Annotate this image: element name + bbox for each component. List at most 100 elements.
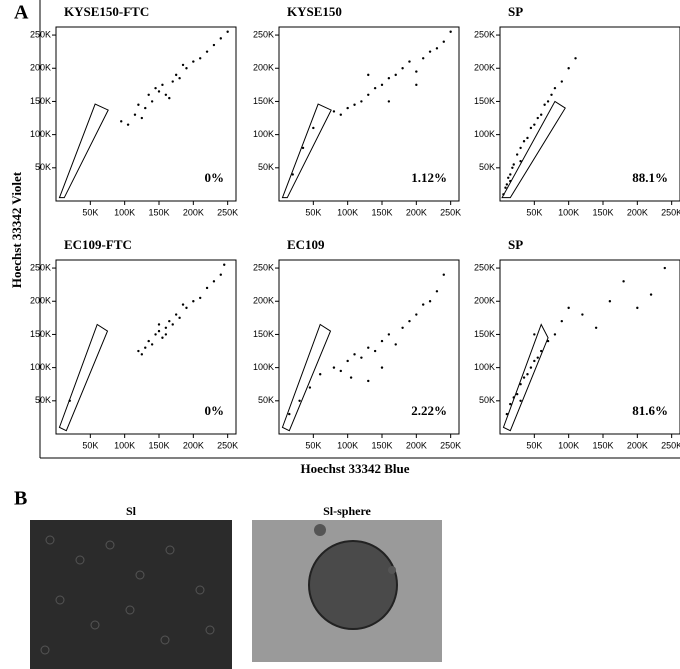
- point: [581, 313, 584, 316]
- point: [198, 296, 202, 300]
- chart-title: EC109-FTC: [64, 237, 132, 252]
- point: [649, 293, 653, 296]
- point: [505, 183, 509, 186]
- point: [360, 100, 363, 103]
- x-tick-label: 200K: [627, 440, 648, 450]
- point: [185, 67, 188, 70]
- point: [408, 319, 411, 323]
- x-tick-label: 50K: [82, 207, 98, 217]
- point: [608, 300, 612, 303]
- point: [349, 376, 353, 379]
- point: [164, 93, 168, 96]
- point: [140, 353, 144, 356]
- point: [219, 37, 222, 40]
- y-tick-label: 150K: [253, 96, 274, 106]
- annotation: 2.22%: [411, 403, 447, 418]
- point: [536, 116, 539, 120]
- y-tick-label: 150K: [474, 329, 495, 339]
- point: [428, 300, 432, 303]
- point: [168, 96, 171, 100]
- y-tick-label: 150K: [474, 96, 495, 106]
- point: [157, 323, 161, 326]
- point: [223, 263, 226, 266]
- point: [435, 290, 439, 293]
- point: [367, 73, 370, 77]
- plot-area: [499, 259, 680, 435]
- point: [529, 366, 533, 369]
- point: [553, 333, 557, 336]
- point: [164, 333, 168, 336]
- point: [567, 67, 570, 70]
- point: [318, 373, 322, 376]
- annotation: 88.1%: [632, 170, 668, 185]
- point: [560, 80, 563, 83]
- gate: [501, 100, 566, 199]
- chart-title: KYSE150-FTC: [64, 4, 149, 19]
- point: [394, 343, 397, 346]
- point: [150, 343, 154, 346]
- point: [178, 316, 181, 320]
- x-tick-label: 250K: [661, 440, 680, 450]
- x-tick-label: 50K: [305, 440, 321, 450]
- point: [505, 412, 509, 416]
- x-tick-label: 100K: [114, 440, 135, 450]
- point: [140, 116, 144, 120]
- point: [332, 366, 336, 369]
- point: [174, 73, 178, 77]
- annotation: 81.6%: [632, 403, 668, 418]
- plot-area: [499, 26, 680, 202]
- x-tick-label: 250K: [661, 207, 680, 217]
- point: [415, 83, 418, 87]
- point: [504, 186, 507, 189]
- y-tick-label: 50K: [35, 162, 51, 172]
- y-tick-label: 250K: [253, 29, 274, 39]
- x-tick-label: 250K: [440, 207, 461, 217]
- point: [526, 136, 529, 140]
- point: [346, 359, 349, 363]
- point: [192, 300, 195, 303]
- point: [205, 286, 209, 290]
- x-tick-label: 250K: [217, 440, 238, 450]
- plot-area: [278, 26, 460, 202]
- point: [367, 93, 370, 96]
- y-tick-label: 250K: [474, 29, 495, 39]
- y-tick-label: 200K: [30, 296, 51, 306]
- point: [198, 57, 202, 60]
- point: [543, 103, 546, 106]
- x-tick-label: 100K: [337, 440, 358, 450]
- point: [150, 100, 154, 103]
- x-tick-label: 200K: [183, 440, 204, 450]
- chart-title: EC109: [287, 237, 325, 252]
- y-tick-label: 50K: [258, 162, 274, 172]
- point: [168, 319, 171, 323]
- y-tick-label: 250K: [30, 29, 51, 39]
- x-tick-label: 200K: [183, 207, 204, 217]
- y-tick-label: 100K: [253, 362, 274, 372]
- point: [339, 369, 342, 373]
- y-tick-label: 50K: [479, 162, 495, 172]
- point: [539, 349, 543, 353]
- point: [174, 313, 178, 316]
- point: [415, 70, 418, 73]
- point: [205, 50, 209, 53]
- point: [367, 346, 370, 349]
- point: [519, 146, 522, 150]
- y-tick-label: 100K: [474, 362, 495, 372]
- y-tick-label: 250K: [253, 262, 274, 272]
- point: [401, 326, 404, 329]
- micrograph: [252, 520, 442, 662]
- point: [157, 329, 161, 333]
- point: [219, 273, 222, 276]
- gate: [281, 323, 332, 432]
- point: [380, 339, 384, 343]
- point: [301, 146, 305, 150]
- point: [533, 359, 536, 363]
- point: [574, 57, 577, 60]
- x-tick-label: 50K: [305, 207, 321, 217]
- point: [164, 326, 168, 329]
- x-tick-label: 50K: [526, 207, 542, 217]
- point: [380, 366, 384, 369]
- y-tick-label: 50K: [258, 395, 274, 405]
- point: [144, 106, 147, 110]
- x-tick-label: 200K: [406, 440, 427, 450]
